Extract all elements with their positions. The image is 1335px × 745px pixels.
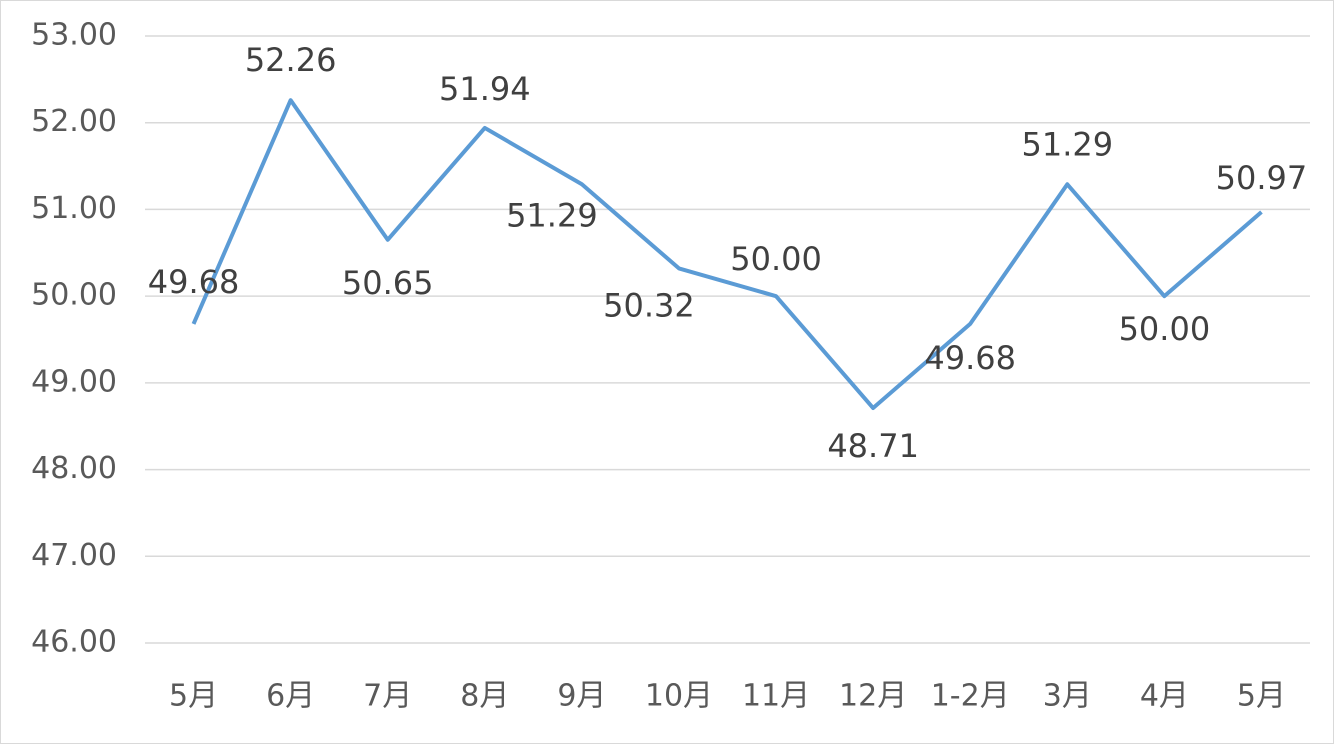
data-label: 50.00 <box>1119 310 1211 348</box>
x-tick-label: 12月 <box>839 679 907 714</box>
data-label: 51.94 <box>439 70 531 108</box>
line <box>191 98 1263 411</box>
data-label: 50.97 <box>1216 159 1308 197</box>
data-label: 50.32 <box>603 286 695 324</box>
y-tick-label: 52.00 <box>31 104 117 139</box>
x-tick-label: 7月 <box>363 679 412 714</box>
data-label: 50.00 <box>730 240 822 278</box>
data-label: 51.29 <box>506 196 598 234</box>
y-tick-label: 53.00 <box>31 18 117 53</box>
x-tick-label: 5月 <box>1237 679 1286 714</box>
y-tick-label: 49.00 <box>31 364 117 399</box>
x-tick-label: 9月 <box>557 679 606 714</box>
x-tick-label: 10月 <box>645 679 713 714</box>
y-tick-label: 47.00 <box>31 538 117 573</box>
y-tick-label: 48.00 <box>31 451 117 486</box>
data-label: 49.68 <box>924 339 1016 377</box>
x-tick-label: 8月 <box>460 679 509 714</box>
x-tick-label: 4月 <box>1140 679 1189 714</box>
x-tick-label: 5月 <box>169 679 218 714</box>
data-label: 51.29 <box>1021 125 1113 163</box>
x-tick-label: 6月 <box>266 679 315 714</box>
y-tick-label: 46.00 <box>31 625 117 660</box>
data-label: 52.26 <box>245 41 337 79</box>
x-tick-label: 3月 <box>1043 679 1092 714</box>
data-label: 50.65 <box>342 264 434 302</box>
y-tick-label: 50.00 <box>31 278 117 313</box>
x-tick-label: 1-2月 <box>931 679 1010 714</box>
data-label: 49.68 <box>148 263 240 301</box>
data-label: 48.71 <box>827 427 919 465</box>
x-tick-label: 11月 <box>742 679 810 714</box>
y-tick-label: 51.00 <box>31 191 117 226</box>
